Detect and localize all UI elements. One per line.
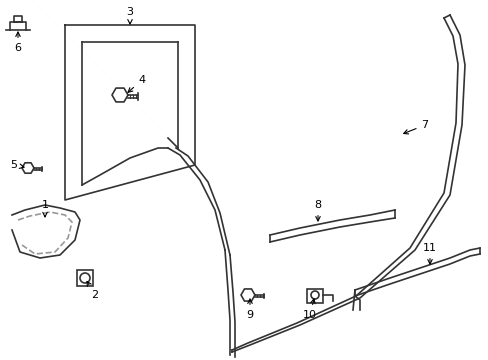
Bar	[306, 289, 323, 303]
Text: 3: 3	[126, 7, 133, 24]
Text: 6: 6	[15, 32, 21, 53]
Text: 11: 11	[422, 243, 436, 264]
Text: 2: 2	[87, 282, 99, 300]
Text: 4: 4	[128, 75, 145, 92]
Text: 7: 7	[403, 120, 427, 134]
Text: 10: 10	[303, 299, 316, 320]
Text: 8: 8	[314, 200, 321, 221]
Text: 5: 5	[10, 160, 24, 170]
Text: 1: 1	[41, 200, 48, 217]
Bar	[77, 270, 93, 286]
Text: 9: 9	[246, 299, 253, 320]
